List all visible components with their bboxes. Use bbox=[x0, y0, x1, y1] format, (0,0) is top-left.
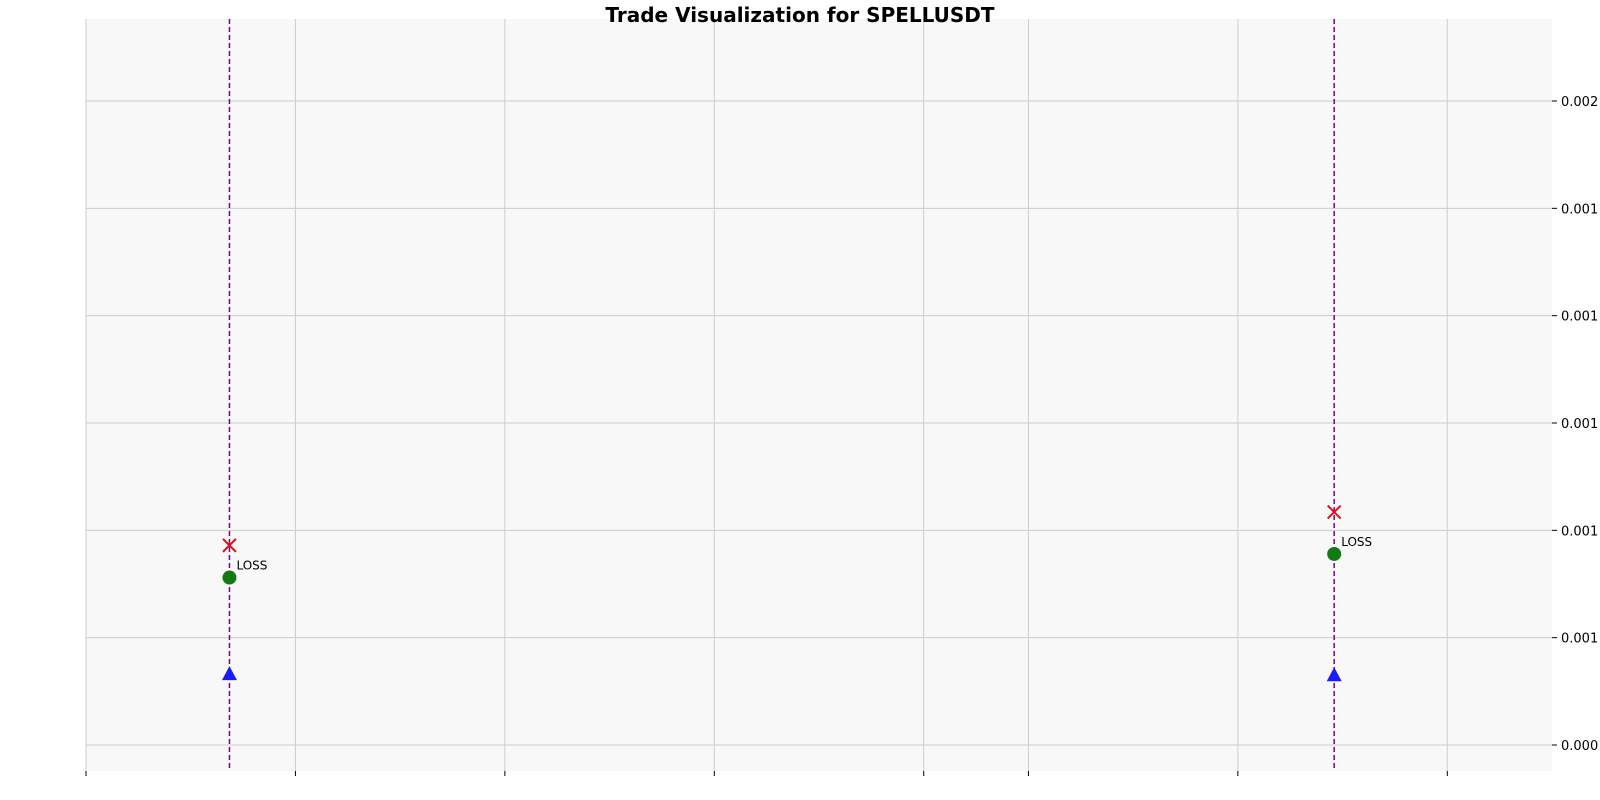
trade-result-label: LOSS bbox=[236, 559, 267, 573]
trade-markers bbox=[221, 504, 1342, 682]
y-tick-label: 0.001 bbox=[1561, 632, 1598, 647]
annotations: LOSS LOSS bbox=[236, 535, 1372, 573]
y-tick-label: 0.002 bbox=[1561, 95, 1598, 110]
entry-marker bbox=[1326, 667, 1342, 682]
entry-marker bbox=[221, 666, 237, 681]
grid bbox=[85, 19, 1552, 771]
y-tick-label: 0.001 bbox=[1561, 310, 1598, 325]
chart-title: Trade Visualization for SPELLUSDT bbox=[605, 3, 994, 27]
exit-marker bbox=[222, 538, 237, 553]
y-tick-label: 0.001 bbox=[1561, 417, 1598, 432]
stop-loss-marker bbox=[1327, 546, 1342, 561]
plot-background bbox=[86, 19, 1552, 771]
stop-loss-marker bbox=[222, 570, 237, 585]
trade-result-label: LOSS bbox=[1341, 535, 1372, 549]
trade-vlines bbox=[228, 19, 1335, 771]
x-axis bbox=[85, 771, 1448, 776]
y-tick-label: 0.001 bbox=[1561, 524, 1598, 539]
exit-marker-stroke bbox=[222, 538, 237, 553]
y-tick-label: 0.001 bbox=[1561, 202, 1598, 217]
exit-marker bbox=[1326, 504, 1342, 520]
y-tick-label: 0.000 bbox=[1561, 739, 1598, 754]
exit-marker-stroke bbox=[1326, 504, 1342, 520]
y-axis: 0.000 0.001 0.001 0.001 0.001 0.001 0.002 bbox=[1552, 95, 1598, 754]
